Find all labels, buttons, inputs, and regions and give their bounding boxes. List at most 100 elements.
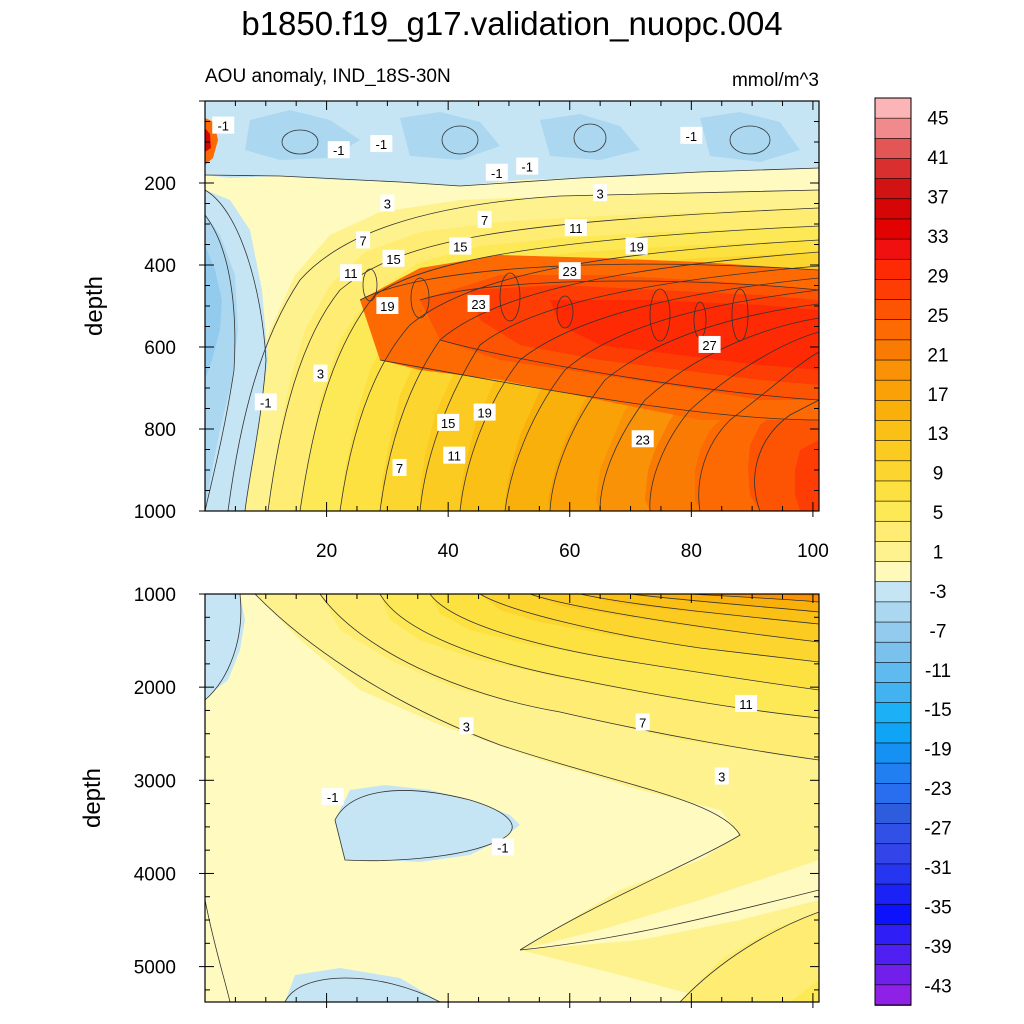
y-tick-label: 1000 bbox=[134, 585, 176, 606]
y-tick-label: 1000 bbox=[134, 502, 176, 523]
y-tick-label: 4000 bbox=[134, 864, 176, 885]
contour-label: -1 bbox=[217, 119, 229, 134]
contour-label-box bbox=[735, 694, 758, 712]
lower-contour-labels: 3 3 7 11 -1 -1 bbox=[321, 694, 758, 856]
colorbar-tick-label: 33 bbox=[927, 227, 948, 248]
contour-label: 3 bbox=[317, 367, 324, 382]
colorbar-tick-label: -3 bbox=[930, 582, 947, 603]
contour-label-box bbox=[443, 446, 466, 464]
colorbar-swatch bbox=[874, 903, 912, 926]
x-tick-label: 100 bbox=[797, 541, 829, 562]
colorbar-tick-label: 1 bbox=[933, 543, 944, 564]
lower-panel-plot bbox=[205, 594, 819, 1002]
contour-label-box bbox=[625, 237, 648, 255]
contour-label: 11 bbox=[344, 266, 358, 281]
contour-label-box bbox=[473, 403, 496, 421]
contour-label: 19 bbox=[477, 406, 491, 421]
colorbar-swatch bbox=[874, 541, 912, 563]
colorbar-swatch bbox=[874, 178, 912, 200]
contour-label: -1 bbox=[521, 160, 533, 175]
contour-label-box bbox=[380, 194, 395, 212]
y-tick-label: 3000 bbox=[134, 771, 176, 792]
colorbar-tick-label: -39 bbox=[924, 937, 951, 958]
colorbar-tick-label: 5 bbox=[933, 503, 944, 524]
contour-label-box bbox=[449, 237, 472, 255]
colorbar-tick-label: 13 bbox=[927, 424, 948, 445]
colorbar-swatch bbox=[874, 601, 912, 623]
colorbar-tick-label: 29 bbox=[927, 266, 948, 287]
contour-label-box bbox=[564, 219, 587, 237]
colorbar-tick-label: 25 bbox=[927, 306, 948, 327]
contour-label-box bbox=[593, 184, 608, 202]
contour-label: 3 bbox=[384, 197, 391, 212]
contour-label: 11 bbox=[447, 449, 461, 464]
colorbar-swatch bbox=[874, 440, 912, 462]
colorbar-swatch bbox=[874, 682, 912, 704]
colorbar-swatch bbox=[874, 238, 912, 261]
contour-label: -1 bbox=[327, 790, 339, 805]
contour-label-box bbox=[321, 788, 344, 806]
y-tick-label: 400 bbox=[144, 256, 176, 277]
lower-plot-frame bbox=[204, 593, 820, 1003]
lower-y-axis-label: depth bbox=[79, 768, 106, 828]
colorbar-swatch bbox=[874, 702, 912, 724]
colorbar-swatch bbox=[874, 520, 912, 543]
colorbar-tick-label: -43 bbox=[924, 976, 951, 997]
contour-label: -1 bbox=[491, 166, 503, 181]
chart-title: b1850.f19_g17.validation_nuopc.004 bbox=[241, 5, 782, 42]
upper-panel-plot bbox=[205, 101, 819, 511]
colorbar-swatch bbox=[874, 480, 912, 502]
colorbar-swatch bbox=[874, 722, 912, 744]
contour-label-box bbox=[459, 717, 474, 735]
x-tick-label: 20 bbox=[316, 541, 337, 562]
colorbar-swatch bbox=[874, 158, 912, 180]
colorbar-swatch bbox=[874, 823, 912, 845]
y-tick-label: 600 bbox=[144, 338, 176, 359]
x-tick-label: 40 bbox=[438, 541, 459, 562]
colorbar-swatch bbox=[874, 803, 912, 825]
contour-label: 3 bbox=[463, 719, 470, 734]
upper-contour-lines bbox=[205, 123, 819, 511]
colorbar-swatch bbox=[874, 641, 912, 664]
contour-label: 7 bbox=[481, 213, 488, 228]
colorbar-swatch bbox=[874, 299, 912, 321]
contour-label-box bbox=[558, 262, 581, 280]
contour-label: 7 bbox=[639, 716, 646, 731]
contour-label-box bbox=[254, 393, 277, 411]
colorbar-tick-label: 41 bbox=[927, 148, 948, 169]
contour-label-box bbox=[680, 126, 703, 144]
chart-subtitle: AOU anomaly, IND_18S-30N bbox=[205, 66, 451, 87]
colorbar-tick-label: -19 bbox=[924, 740, 951, 761]
contour-label: 7 bbox=[359, 233, 366, 248]
x-tick-label: 80 bbox=[681, 541, 702, 562]
contour-label-box bbox=[631, 430, 654, 448]
x-tick-label: 60 bbox=[559, 541, 580, 562]
colorbar-swatch bbox=[874, 924, 912, 946]
upper-x-axis: 20 40 60 80 100 bbox=[234, 101, 829, 562]
lower-y-axis: 1000 2000 3000 4000 5000 bbox=[134, 585, 819, 991]
colorbar-tick-label: 17 bbox=[927, 385, 948, 406]
contour-label-box bbox=[376, 297, 399, 314]
chart-units: mmol/m^3 bbox=[732, 70, 819, 91]
contour-label: -1 bbox=[260, 395, 272, 410]
y-tick-label: 5000 bbox=[134, 958, 176, 979]
colorbar-swatch bbox=[874, 138, 912, 160]
colorbar-swatch bbox=[874, 500, 912, 523]
colorbar bbox=[874, 97, 912, 1006]
contour-label: -1 bbox=[333, 143, 345, 158]
contour-label-box bbox=[491, 838, 514, 856]
y-tick-label: 2000 bbox=[134, 678, 176, 699]
colorbar-swatch bbox=[874, 400, 912, 422]
contour-label: -1 bbox=[376, 137, 388, 152]
colorbar-swatch bbox=[874, 198, 912, 220]
upper-contour-labels: -1 -1 -1 -1 -1 -1 -1 3 3 3 7 7 7 11 11 11 15 15 15 19 19 19 23… bbox=[212, 116, 721, 476]
colorbar-swatch bbox=[874, 339, 912, 361]
colorbar-swatch bbox=[874, 843, 912, 865]
contour-label: 15 bbox=[441, 416, 455, 431]
contour-label: -1 bbox=[497, 840, 509, 855]
colorbar-swatch bbox=[874, 581, 912, 603]
colorbar-swatch bbox=[874, 218, 912, 240]
contour-label-box bbox=[212, 116, 235, 134]
colorbar-swatch bbox=[874, 944, 912, 966]
